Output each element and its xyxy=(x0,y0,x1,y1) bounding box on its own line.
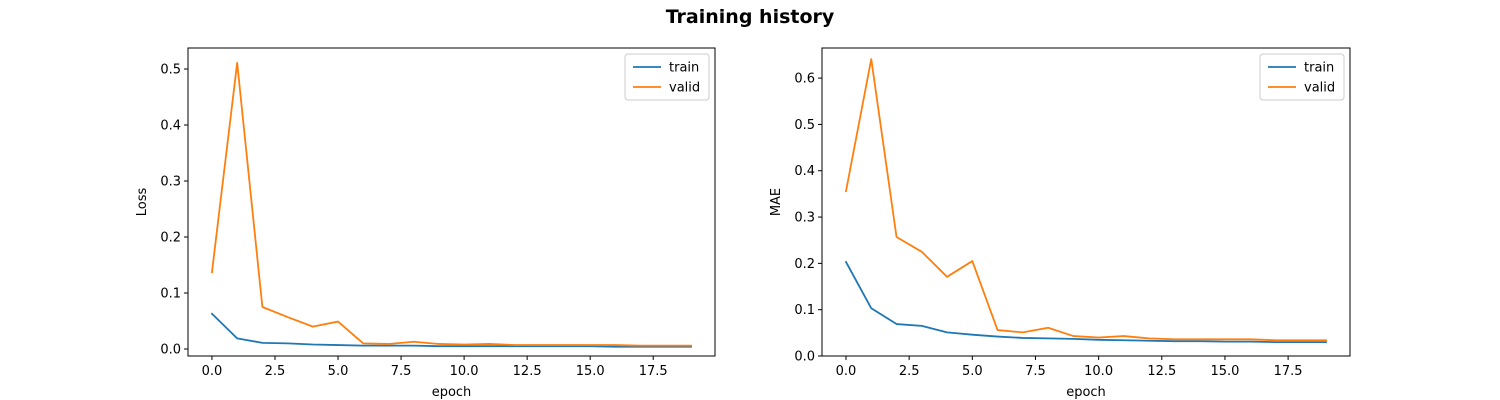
loss-y-tick-label: 0.2 xyxy=(160,231,181,246)
mae-series-train-line xyxy=(844,260,1327,344)
loss-series-train-line xyxy=(210,312,692,348)
loss-x-tick-label: 12.5 xyxy=(513,364,542,379)
loss-x-tick-label: 2.5 xyxy=(265,364,286,379)
loss-y-tick-label: 0.3 xyxy=(160,175,181,190)
loss-y-tick-label: 0.1 xyxy=(160,287,181,302)
mae-x-tick-label: 5.0 xyxy=(962,364,983,379)
mae-chart: 0.0 2.5 5.0 7.5 10.0 12.5 15.0 17.5 0.0 0.1 0.2 0.3… xyxy=(769,47,1351,400)
mae-x-tick-label: 17.5 xyxy=(1274,364,1303,379)
figure-title: Training history xyxy=(666,6,835,28)
mae-x-tick-label: 7.5 xyxy=(1025,364,1046,379)
loss-legend-box xyxy=(624,53,710,101)
mae-y-tick-label: 0.3 xyxy=(794,211,815,226)
loss-legend-label-train: train xyxy=(669,61,699,76)
loss-x-tick-label: 0.0 xyxy=(202,364,223,379)
loss-x-tick-label: 17.5 xyxy=(639,364,668,379)
mae-legend-label-train: train xyxy=(1304,61,1334,76)
mae-x-tick-label: 12.5 xyxy=(1147,364,1176,379)
mae-y-tick-label: 0.2 xyxy=(794,257,815,272)
loss-x-tick-label: 7.5 xyxy=(391,364,412,379)
mae-series-valid-line xyxy=(844,58,1327,342)
loss-series-valid-line xyxy=(210,61,692,347)
loss-y-tick-label: 0.0 xyxy=(160,343,181,358)
mae-x-axis-label: epoch xyxy=(1066,385,1106,400)
mae-legend-label-valid: valid xyxy=(1304,81,1335,96)
mae-x-tick-label: 0.0 xyxy=(836,364,857,379)
mae-x-tick-label: 15.0 xyxy=(1210,364,1239,379)
loss-axes-frame xyxy=(187,47,716,357)
loss-x-axis-label: epoch xyxy=(432,385,472,400)
loss-x-tick-label: 15.0 xyxy=(576,364,605,379)
mae-y-tick-label: 0.4 xyxy=(794,164,815,179)
mae-y-axis-label: MAE xyxy=(769,188,784,216)
loss-legend: train valid xyxy=(624,53,710,101)
mae-legend: train valid xyxy=(1259,53,1345,101)
mae-x-tick-label: 2.5 xyxy=(899,364,920,379)
loss-y-tick-label: 0.5 xyxy=(160,63,181,78)
mae-axes-frame xyxy=(821,47,1351,357)
loss-x-tick-label: 10.0 xyxy=(450,364,479,379)
mae-legend-box xyxy=(1259,53,1345,101)
mae-y-tick-label: 0.5 xyxy=(794,118,815,133)
mae-y-tick-label: 0.1 xyxy=(794,303,815,318)
mae-y-tick-label: 0.0 xyxy=(794,350,815,365)
loss-x-tick-label: 5.0 xyxy=(328,364,349,379)
loss-y-tick-label: 0.4 xyxy=(160,119,181,134)
loss-chart: 0.0 2.5 5.0 7.5 10.0 12.5 15.0 17.5 0.0 0.1 0.2 0.3… xyxy=(135,47,716,400)
mae-x-tick-label: 10.0 xyxy=(1084,364,1113,379)
loss-y-axis-label: Loss xyxy=(135,188,150,217)
loss-legend-label-valid: valid xyxy=(669,81,700,96)
mae-y-tick-label: 0.6 xyxy=(794,72,815,87)
